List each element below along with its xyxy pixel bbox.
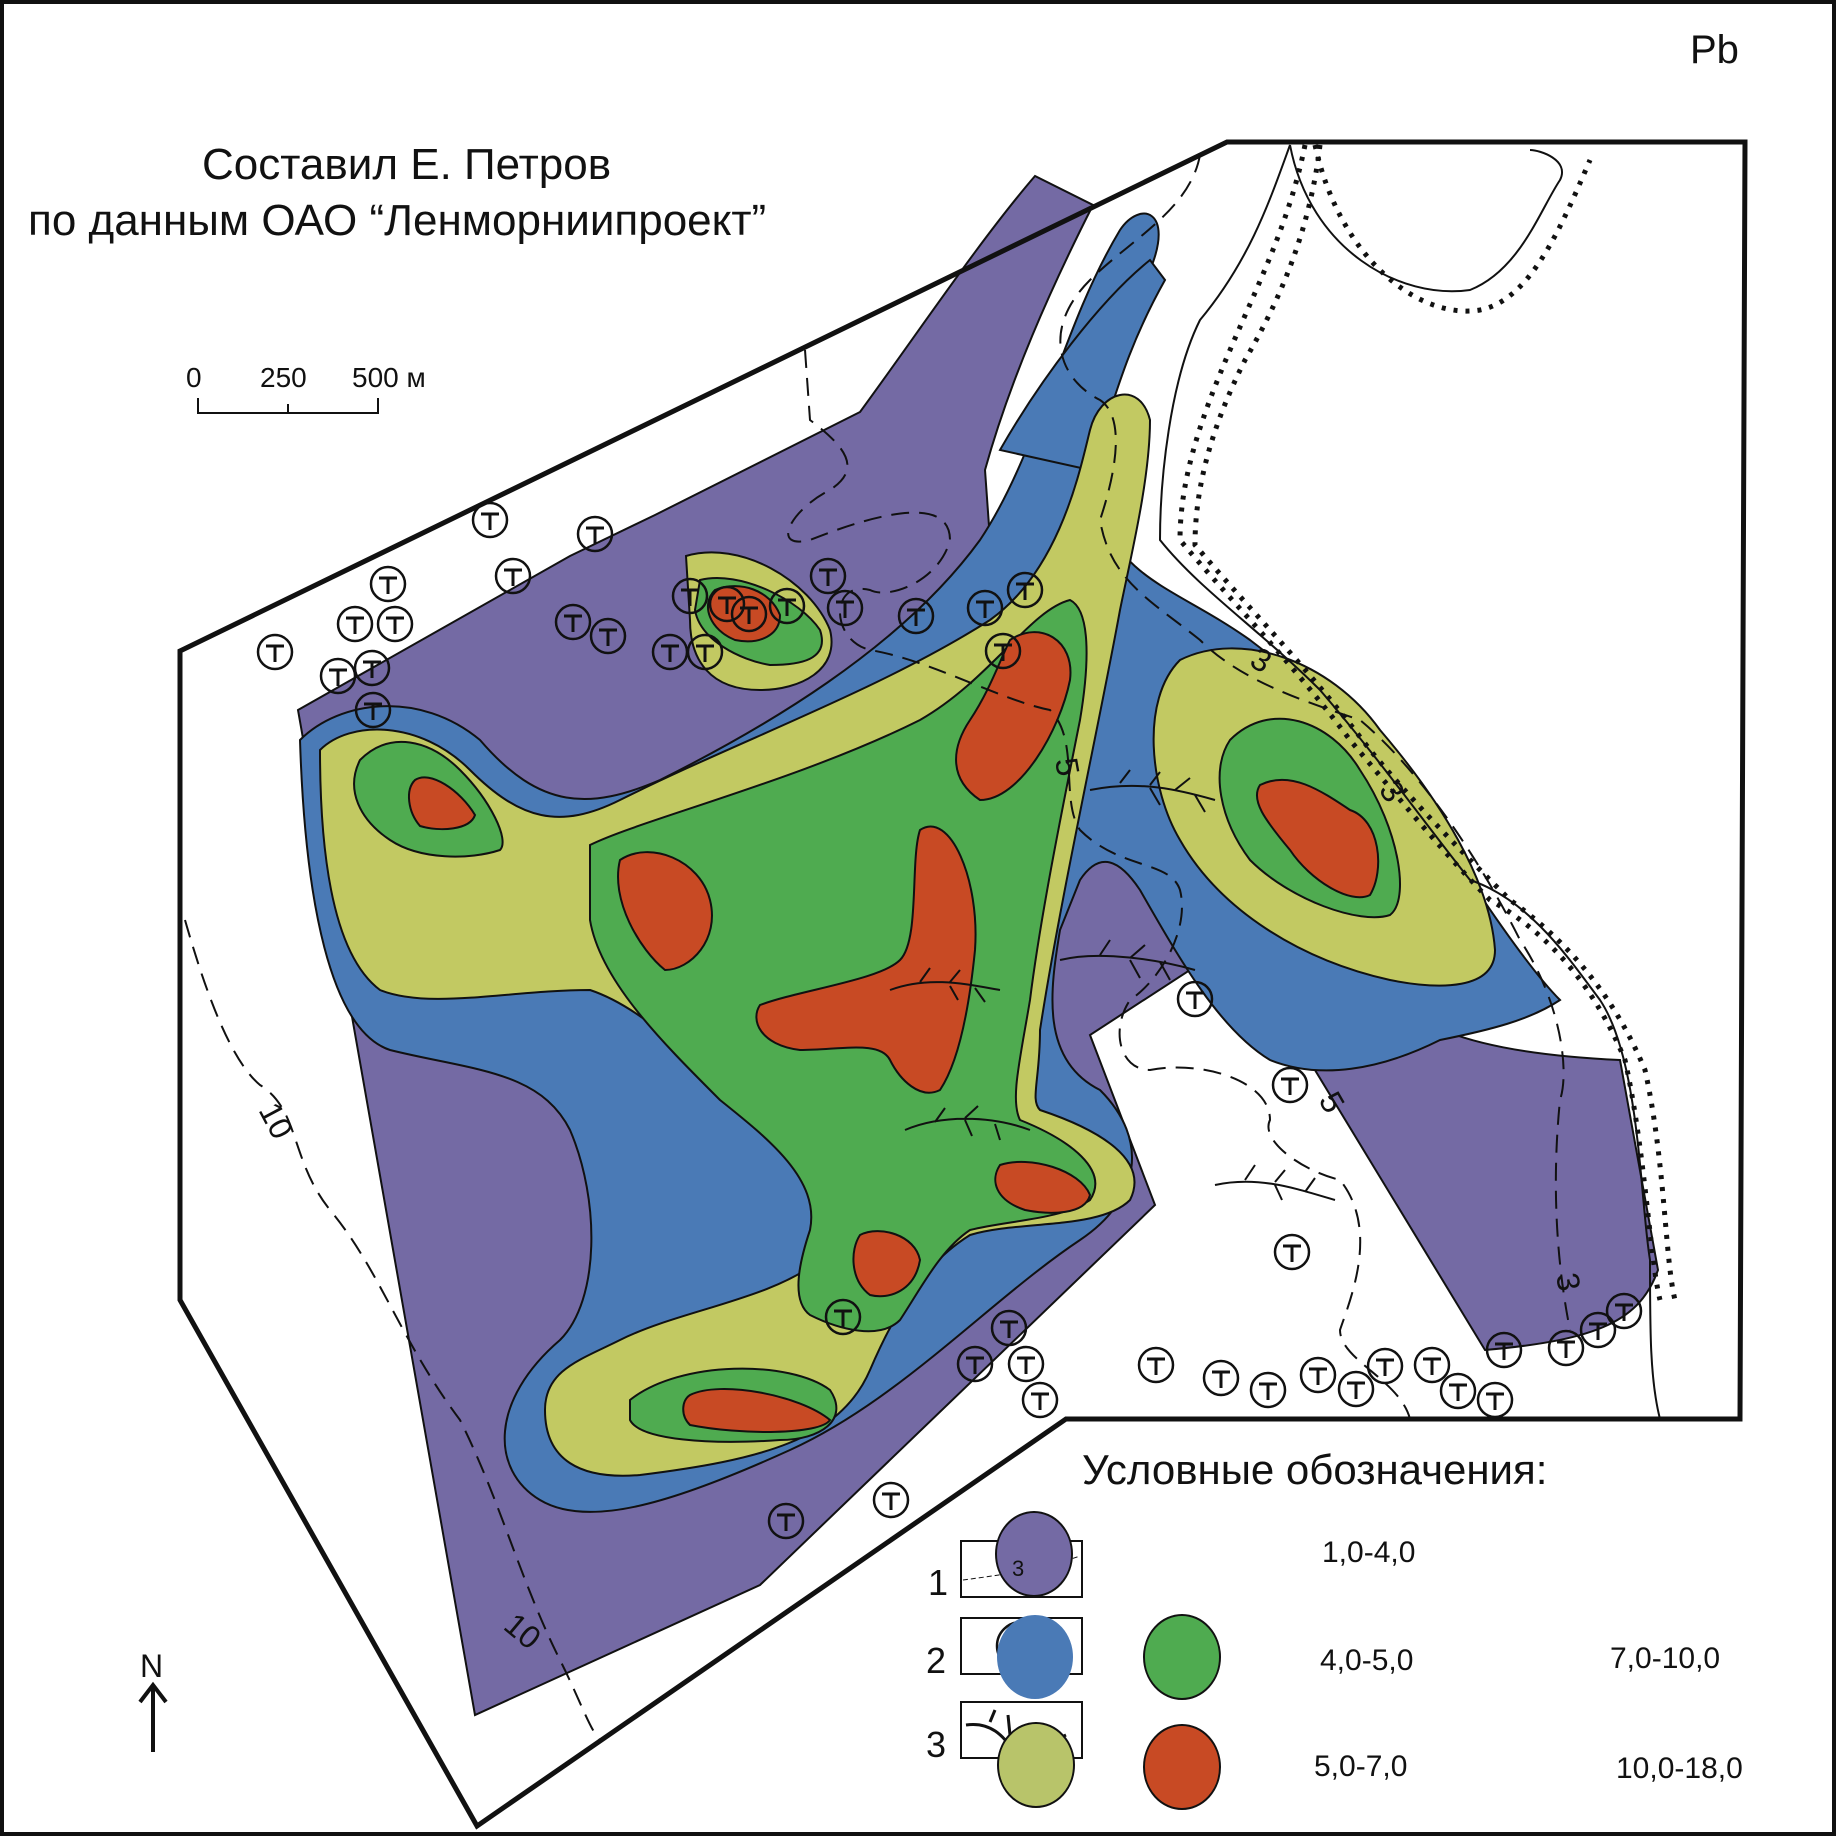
sample-point-marker bbox=[809, 557, 847, 595]
sample-point-marker bbox=[1485, 1331, 1523, 1369]
legend-range-3: 5,0-7,0 bbox=[1314, 1750, 1408, 1783]
contour-label: 5 bbox=[1048, 755, 1087, 779]
credits-line-2: по данным ОАО “Ленморниипроект” bbox=[28, 196, 767, 245]
zone-10-18-d bbox=[852, 1230, 922, 1298]
sample-point-marker bbox=[767, 1502, 805, 1540]
sample-point-marker bbox=[353, 649, 391, 687]
scale-tick-500: 500 м bbox=[352, 362, 426, 393]
legend-swatch-1 bbox=[995, 1511, 1073, 1597]
legend-swatch-3 bbox=[997, 1722, 1075, 1808]
legend-swatch-5 bbox=[1143, 1724, 1221, 1810]
sample-point-marker bbox=[984, 632, 1022, 670]
sample-point-marker bbox=[319, 657, 357, 695]
sample-point-marker bbox=[730, 595, 768, 633]
scale-tick-0: 0 bbox=[186, 362, 202, 393]
sample-point-marker bbox=[1007, 1345, 1045, 1383]
sample-point-marker bbox=[369, 565, 407, 603]
sample-point-marker bbox=[256, 633, 294, 671]
survey-boundary bbox=[177, 139, 1748, 1830]
sample-point-marker bbox=[1021, 1381, 1059, 1419]
sample-point-marker bbox=[1413, 1346, 1451, 1384]
coastline bbox=[1158, 144, 1678, 1420]
element-symbol: Pb bbox=[1690, 28, 1739, 72]
scale-bar bbox=[197, 398, 379, 414]
sample-point-marker bbox=[1273, 1233, 1311, 1271]
zone-10-18-central bbox=[755, 825, 977, 1094]
zone-10-18-b bbox=[955, 631, 1072, 802]
sample-point-marker bbox=[376, 605, 414, 643]
sample-point-marker bbox=[1137, 1346, 1175, 1384]
scale-tick-250: 250 bbox=[260, 362, 307, 393]
legend-swatch-2 bbox=[997, 1615, 1073, 1699]
legend-num-1: 1 bbox=[928, 1562, 949, 1603]
sample-point-marker bbox=[768, 587, 806, 625]
sample-point-marker bbox=[354, 691, 392, 729]
legend-range-4: 7,0-10,0 bbox=[1610, 1642, 1721, 1675]
sample-point-marker bbox=[1476, 1381, 1514, 1419]
legend-range-1: 1,0-4,0 bbox=[1322, 1536, 1416, 1569]
sample-point-marker bbox=[1249, 1371, 1287, 1409]
sample-point-marker bbox=[897, 597, 935, 635]
sample-point-marker bbox=[1366, 1347, 1404, 1385]
drainage-networks bbox=[889, 769, 1336, 1201]
sample-point-marker bbox=[1271, 1066, 1309, 1104]
legend-swatch-4 bbox=[1143, 1614, 1221, 1700]
sample-point-marker bbox=[1006, 571, 1044, 609]
sample-point-marker bbox=[956, 1345, 994, 1383]
sample-point-marker bbox=[872, 1481, 910, 1519]
sample-point-marker bbox=[1202, 1359, 1240, 1397]
sample-point-marker bbox=[708, 585, 746, 623]
sample-point-marker bbox=[990, 1309, 1028, 1347]
contour-label: 3 bbox=[1549, 1270, 1588, 1294]
sample-point-marker bbox=[671, 577, 709, 615]
sample-point-marker bbox=[686, 633, 724, 671]
zone-10-18-a bbox=[617, 851, 713, 972]
isolines bbox=[184, 154, 1571, 1741]
sample-point-marker bbox=[1547, 1329, 1585, 1367]
zone-10-18-west bbox=[408, 776, 477, 831]
legend-num-2: 2 bbox=[926, 1640, 947, 1681]
legend-num-3: 3 bbox=[926, 1724, 947, 1765]
sample-point-marker bbox=[589, 617, 627, 655]
legend-range-5: 10,0-18,0 bbox=[1616, 1752, 1743, 1785]
sample-point-marker bbox=[824, 1298, 862, 1336]
sample-point-marker bbox=[1337, 1370, 1375, 1408]
north-arrow-icon bbox=[138, 1681, 168, 1752]
contour-label: 10 bbox=[252, 1096, 300, 1144]
sample-point-marker bbox=[966, 589, 1004, 627]
sample-point-marker bbox=[471, 501, 509, 539]
legend-sample-isoline-label: 3 bbox=[1012, 1556, 1024, 1581]
sample-point-marker bbox=[1605, 1292, 1643, 1330]
sample-point-marker bbox=[554, 603, 592, 641]
sample-point-marker bbox=[336, 605, 374, 643]
legend-title: Условные обозначения: bbox=[1082, 1446, 1548, 1493]
legend-range-2: 4,0-5,0 bbox=[1320, 1644, 1414, 1677]
sample-point-marker bbox=[494, 557, 532, 595]
credits-line-1: Составил Е. Петров bbox=[202, 140, 612, 189]
sample-point-marker bbox=[826, 589, 864, 627]
zone-10-18-east bbox=[1255, 778, 1380, 899]
sample-point-marker bbox=[1299, 1356, 1337, 1394]
sample-point-marker bbox=[1579, 1311, 1617, 1349]
zone-10-18-south bbox=[682, 1388, 832, 1433]
north-label: N bbox=[140, 1648, 164, 1684]
sample-point-marker bbox=[1176, 980, 1214, 1018]
zone-10-18-c bbox=[994, 1160, 1092, 1214]
sample-point-marker bbox=[1439, 1372, 1477, 1410]
sample-point-marker bbox=[576, 515, 614, 553]
